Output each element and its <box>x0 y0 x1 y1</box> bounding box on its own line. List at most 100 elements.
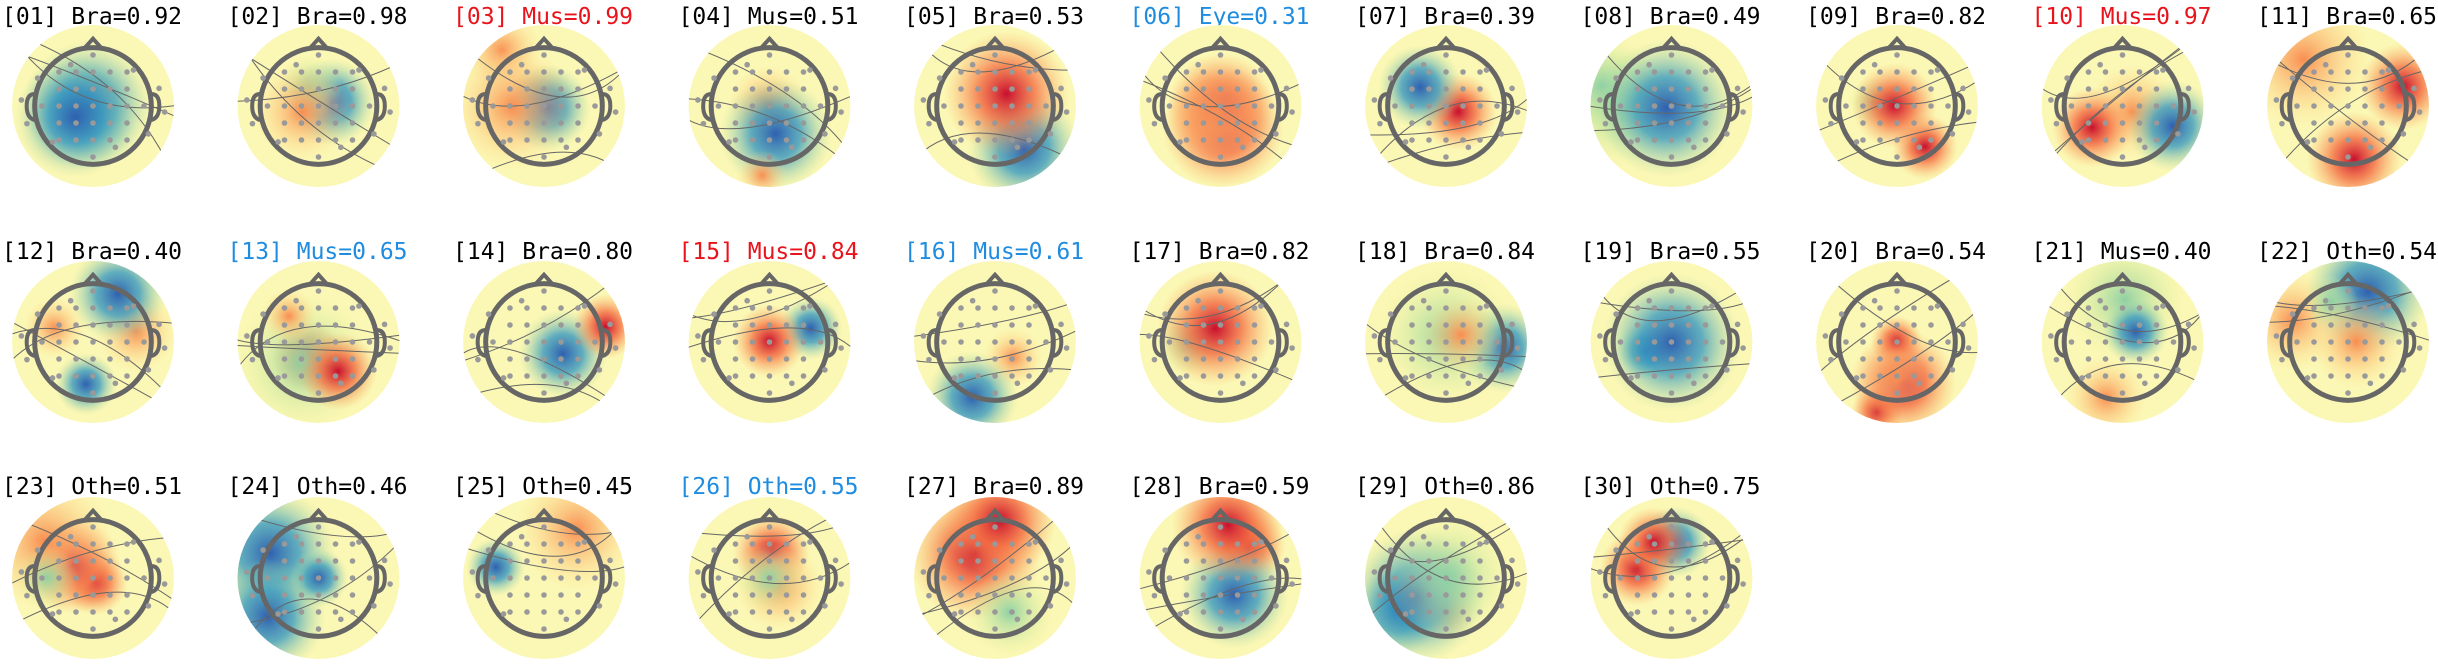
sensor <box>2119 137 2126 143</box>
left-ear <box>250 328 261 358</box>
sensor <box>1460 137 1466 143</box>
sensor <box>73 322 79 328</box>
sensor <box>107 103 113 109</box>
sensor <box>507 305 513 311</box>
sensor <box>1460 558 1466 564</box>
sensor <box>2085 137 2092 143</box>
sensor <box>298 541 305 547</box>
sensor <box>1668 373 1675 379</box>
sensor <box>1460 541 1466 547</box>
sensor <box>541 86 547 92</box>
sensor <box>700 356 707 363</box>
sensor <box>1668 154 1675 160</box>
sensor <box>1047 603 1054 609</box>
sensor <box>124 373 130 379</box>
sensor <box>2411 85 2417 92</box>
sensor <box>1685 339 1692 345</box>
sensor <box>838 109 844 115</box>
sensor <box>56 558 62 564</box>
sensor <box>315 339 322 345</box>
sensor <box>124 103 130 109</box>
sensor <box>73 592 79 598</box>
sensor <box>1916 380 1923 387</box>
sensor <box>1928 86 1934 92</box>
nose <box>1661 271 1682 287</box>
sensor <box>2379 305 2385 311</box>
component: [18] Bra=0.84 <box>1355 239 1535 423</box>
sensor <box>558 86 564 92</box>
sensor <box>260 311 266 317</box>
sensor <box>800 137 807 143</box>
sensor <box>281 373 288 379</box>
sensor <box>1443 390 1449 396</box>
sensor <box>800 69 807 75</box>
sensor <box>1965 345 1972 351</box>
sensor <box>1894 120 1900 126</box>
sensor <box>73 609 79 615</box>
sensor <box>1200 558 1207 564</box>
sensor <box>2362 120 2368 126</box>
sensor <box>315 69 322 75</box>
sensor <box>992 52 998 58</box>
sensor <box>732 322 739 328</box>
sensor <box>975 558 981 564</box>
sensor <box>822 367 828 373</box>
sensor <box>1166 103 1173 109</box>
sensor <box>1426 541 1432 547</box>
head-outline <box>1159 281 1282 403</box>
left-ear <box>926 564 938 594</box>
sensor <box>349 541 356 547</box>
sensor <box>711 311 717 317</box>
sensor <box>332 592 339 598</box>
sensor <box>1026 103 1032 109</box>
sensor <box>2328 86 2334 92</box>
sensor <box>2379 373 2385 379</box>
sensor <box>2289 75 2296 81</box>
sensor <box>1860 356 1866 362</box>
sensor <box>992 120 998 126</box>
sensor <box>2102 137 2109 143</box>
sensor <box>2136 137 2143 143</box>
head-outline <box>1836 281 1958 403</box>
sensor <box>2304 375 2311 381</box>
sensor <box>1409 69 1415 75</box>
sensor <box>1026 86 1032 92</box>
sensor <box>281 609 288 615</box>
left-ear <box>1603 564 1614 594</box>
sensor <box>1217 609 1224 615</box>
right-ear <box>1052 328 1064 358</box>
sensor <box>958 609 964 615</box>
sensor <box>1602 592 1609 599</box>
sensor <box>1273 367 1279 373</box>
sensor <box>49 611 56 617</box>
sensor <box>1283 321 1290 328</box>
right-ear <box>601 92 613 122</box>
left-ear <box>475 564 487 594</box>
sensor <box>766 524 773 530</box>
sensor <box>2102 120 2109 126</box>
sensor <box>1200 356 1207 362</box>
sensor <box>1724 603 1730 609</box>
sensor <box>992 356 998 362</box>
sensor <box>1217 592 1224 598</box>
nose <box>1210 271 1231 287</box>
sensor <box>1009 356 1015 362</box>
sensor <box>56 575 62 581</box>
sensor <box>2345 288 2351 294</box>
sensor <box>1166 575 1173 581</box>
sensor <box>1026 356 1032 362</box>
sensor <box>1724 131 1730 137</box>
head-outline <box>483 517 605 639</box>
sensor <box>1651 103 1658 109</box>
sensor <box>1685 373 1692 379</box>
sensor <box>1960 85 1966 92</box>
sensor <box>744 61 750 68</box>
sensor <box>73 339 79 345</box>
sensor <box>24 120 30 127</box>
sensor <box>298 558 305 564</box>
sensor <box>1477 137 1483 143</box>
sensor <box>1026 541 1032 547</box>
sensor <box>541 137 547 143</box>
sensor <box>1719 575 1726 581</box>
sensor <box>518 533 525 540</box>
